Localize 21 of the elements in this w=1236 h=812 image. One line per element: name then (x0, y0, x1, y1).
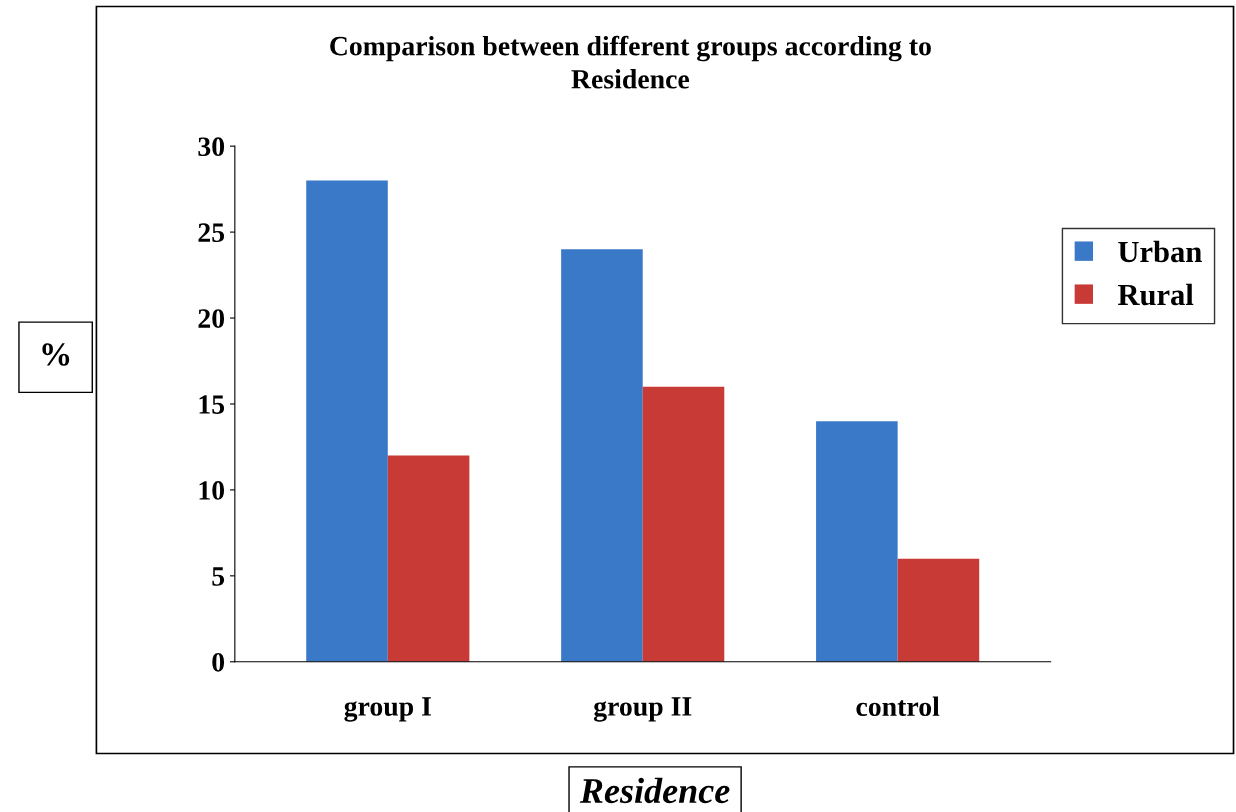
y-tick-label: 20 (198, 309, 225, 328)
x-axis-title: Residence (579, 777, 730, 804)
y-tick-label: 5 (212, 567, 225, 586)
bar (897, 558, 980, 662)
bar (642, 386, 725, 662)
x-tick-label: group I (344, 697, 431, 722)
y-tick-label: 30 (198, 137, 225, 157)
bar (387, 455, 470, 662)
bar (306, 180, 388, 662)
y-axis-title: % (42, 343, 70, 366)
y-tick-label: 0 (212, 652, 225, 672)
y-tick-label: 15 (199, 395, 225, 414)
chart-title: Comparison between different groups according to Residence (330, 35, 931, 89)
bar (561, 249, 643, 662)
legend-label: Urban (1118, 240, 1202, 263)
bar (816, 421, 898, 662)
y-tick-label: 10 (199, 481, 225, 500)
legend-label: Rural (1117, 283, 1194, 306)
x-tick-label: group II (593, 697, 692, 722)
y-tick-label: 25 (198, 223, 225, 243)
x-tick-label: control (856, 696, 940, 717)
